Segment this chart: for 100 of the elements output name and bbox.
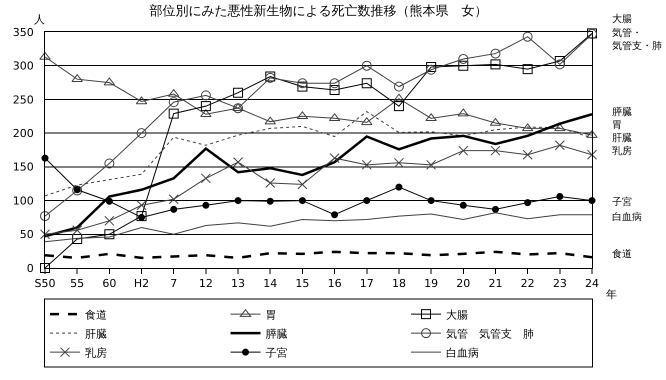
point [330,153,340,164]
point [328,113,340,122]
legend-label: 肝臓 [85,327,107,340]
point [106,198,113,205]
point [298,197,306,204]
x-tick-label: 20 [456,277,470,290]
point [490,146,500,156]
point [522,32,533,42]
y-tick-label: 250 [12,93,34,106]
x-tick-label: 7 [170,277,178,290]
point [233,157,244,168]
y-tick-label: 300 [12,60,34,73]
point [233,103,244,114]
point [72,225,82,236]
point [362,60,372,71]
point [168,97,179,108]
point [266,198,274,205]
point [200,109,212,118]
point [524,199,532,206]
y-tick-label: 150 [12,160,34,174]
legend-label: 子宮 [266,346,288,360]
point [234,197,242,204]
point [426,160,436,170]
x-tick-label: 19 [424,277,438,290]
point [554,123,566,132]
point [554,59,565,70]
point [40,229,50,240]
point [492,206,499,213]
point [394,101,404,112]
point [200,173,211,184]
point [362,78,372,88]
y-tick-label: 100 [12,194,34,208]
point [556,193,564,200]
text: 気管・気管支・肺 [612,28,662,52]
text: 食道 [612,248,632,260]
point [490,59,500,70]
point [587,150,597,160]
point [425,113,437,122]
point [363,197,370,204]
text: 膵臓 [612,106,632,118]
x-tick-label: 12 [198,277,213,290]
x-tick-label: 23 [552,277,567,290]
x-tick-label: 55 [70,277,84,290]
point [104,216,114,226]
point [138,214,146,221]
point [72,234,82,244]
point [39,52,51,60]
x-axis-title: 年 [606,288,617,301]
point [136,96,148,104]
point [458,146,468,156]
point [522,150,533,160]
y-tick-label: 0 [26,262,34,275]
text: 白血病 [612,211,642,223]
point [331,211,338,218]
x-tick-label: S50 [34,277,56,290]
y-axis-title: 人 [34,13,45,26]
x-tick-label: 16 [328,277,342,290]
point [428,197,435,204]
legend-label: 大腸 [446,308,468,322]
x-tick-label: 60 [102,277,116,290]
point [394,82,404,92]
point [40,211,50,222]
point [168,108,179,119]
chart-title: 部位別にみた悪性新生物による死亡数推移（熊本県 女） [150,2,488,19]
point [297,78,308,88]
legend-label: 膵臓 [266,327,288,340]
text: 胃 [612,120,622,131]
point [200,101,211,112]
y-tick-label: 350 [12,26,34,39]
point [170,206,178,213]
legend-label: 食道 [85,308,107,322]
x-tick-label: 15 [295,277,310,290]
point [296,111,308,120]
point [394,158,404,168]
y-tick-label: 200 [12,126,34,140]
point [330,78,340,88]
point [426,64,436,75]
point [490,48,500,59]
point [136,128,147,138]
point [554,140,565,150]
point [330,84,340,95]
point [202,202,210,209]
text: 子宮 [612,196,632,208]
y-tick-label: 50 [20,228,34,242]
text: 大腸 [612,13,632,25]
point [362,160,372,170]
x-tick-label: 17 [360,277,374,290]
legend-label: 白血病 [446,346,480,360]
x-tick-label: H2 [134,277,150,290]
point [426,62,436,72]
point [458,54,468,64]
x-tick-label: 24 [585,277,599,290]
point [458,60,468,71]
point [136,211,147,222]
point [361,117,372,126]
point [233,88,244,98]
legend-label: 乳房 [85,346,107,360]
point [104,158,114,168]
point [136,200,147,210]
x-tick-label: 13 [231,277,246,290]
